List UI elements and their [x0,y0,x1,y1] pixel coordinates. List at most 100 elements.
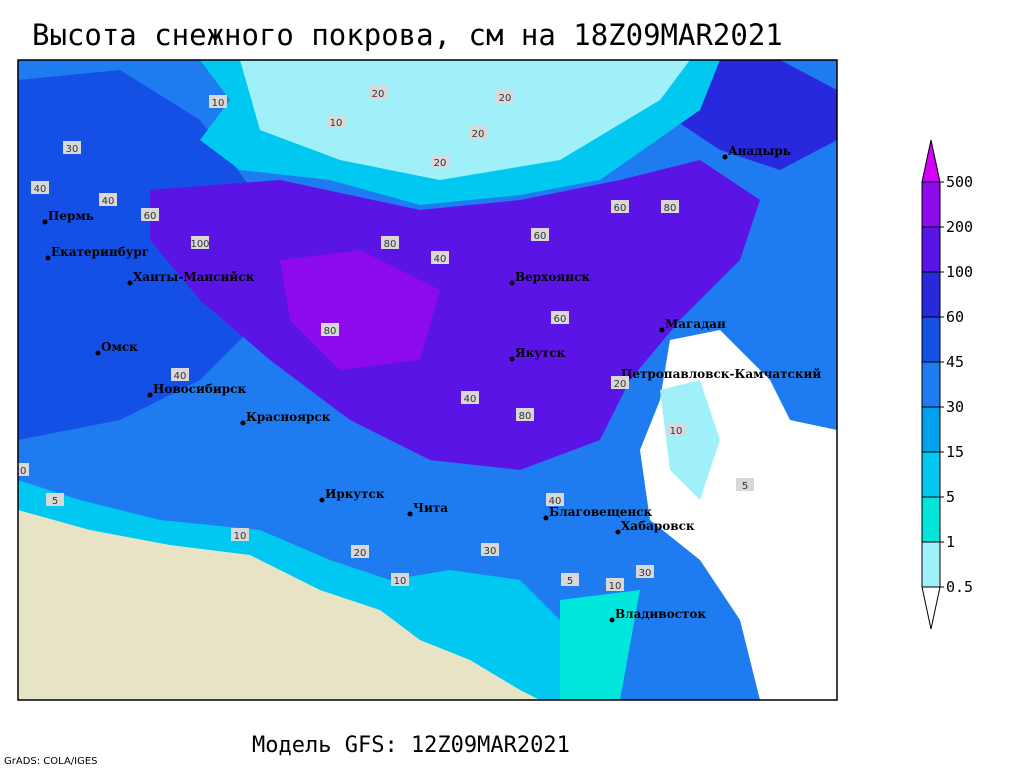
contour-label-text: 100 [190,239,209,250]
contour-label-text: 20 [354,548,367,559]
contour-label: 10 [391,573,409,587]
contour-label-text: 40 [464,394,477,405]
contour-label-bg [469,126,487,139]
contour-label-text: 20 [434,158,447,169]
city-label: Омск [101,340,138,354]
contour-label-text: 40 [434,254,447,265]
contour-label-bg [31,181,49,194]
contour-label: 40 [99,193,117,207]
city-dot [509,356,515,362]
colorbar-label: 100 [946,263,973,281]
contour-label-bg [431,251,449,264]
contour-label: 100 [190,236,210,250]
contour-label-bg [321,323,339,336]
colorbar-swatch [921,181,941,228]
city-dot [147,392,153,398]
contour-label: 20 [369,86,387,100]
colorbar-cap [921,139,941,183]
contour-label-bg [481,543,499,556]
contour-label-text: 60 [554,314,567,325]
contour-label-bg [46,493,64,506]
land [18,510,540,700]
contour-label-bg [667,423,685,436]
city-dot [509,280,515,286]
contour-label: 80 [381,236,399,250]
colorbar-swatch [921,541,941,588]
snow-zone [280,250,440,370]
contour-label-text: 20 [499,93,512,104]
contour-label: 80 [321,323,339,337]
colorbar-swatch [921,271,941,318]
city-label: Анадырь [728,144,791,158]
contour-label-text: 30 [639,568,652,579]
contour-label-text: 20 [614,379,627,390]
colorbar-label: 15 [946,443,964,461]
contour-label-bg [531,228,549,241]
contour-label: 60 [141,208,159,222]
colorbar-swatch [921,451,941,498]
snow-zone [150,160,760,470]
city-label: Магадан [665,317,726,331]
contour-label-bg [561,573,579,586]
contour-label: 10 [606,578,624,592]
contour-label-bg [546,493,564,506]
contour-label: 30 [481,543,499,557]
contour-label-text: 10 [670,426,683,437]
snow-edge [560,590,640,700]
colorbar-label: 5 [946,488,955,506]
contour-label-text: 20 [14,466,27,477]
contour-label-text: 80 [324,326,337,337]
city-label: Красноярск [246,410,331,424]
colorbar-label: 45 [946,353,964,371]
contour-label: 40 [461,391,479,405]
city-dot [609,617,615,623]
city-label: Якутск [515,346,566,360]
contour-label-text: 10 [609,581,622,592]
contour-label-bg [381,236,399,249]
contour-label: 30 [636,565,654,579]
contour-label: 60 [551,311,569,325]
city-label: Чита [413,501,448,515]
contour-label: 10 [231,528,249,542]
contour-label-bg [99,193,117,206]
contour-label-text: 10 [234,531,247,542]
contour-label-text: 5 [742,481,748,492]
colorbar-swatch [921,406,941,453]
contour-label: 60 [531,228,549,242]
city-dot [543,515,549,521]
city-dot [42,219,48,225]
contour-label: 80 [516,408,534,422]
city-dot [45,255,51,261]
city-label: Ханты-Мансийск [133,270,255,284]
contour-label-text: 5 [567,576,573,587]
colorbar-label: 30 [946,398,964,416]
contour-label-text: 60 [144,211,157,222]
contour-label: 30 [63,141,81,155]
credit: GrADS: COLA/IGES [4,756,98,767]
contour-label-text: 30 [484,546,497,557]
contour-label-bg [551,311,569,324]
colorbar-swatch [921,496,941,543]
contour-label-text: 40 [102,196,115,207]
contour-label-text: 60 [614,203,627,214]
contour-label-text: 80 [384,239,397,250]
contour-label-text: 40 [174,371,187,382]
contour-label-text: 10 [330,118,343,129]
contour-label-bg [611,376,629,389]
contour-label-bg [231,528,249,541]
contour-label: 40 [546,493,564,507]
city-label: Верхоянск [515,270,590,284]
contour-label-bg [636,565,654,578]
city-dot [615,529,621,535]
contour-label-bg [171,368,189,381]
city-label: Хабаровск [621,519,695,533]
contour-label: 20 [431,155,449,169]
contour-label: 10 [209,95,227,109]
city-label: Иркутск [325,487,385,501]
city-label: Благовещенск [549,505,653,519]
city-dot [659,327,665,333]
contour-label: 5 [561,573,579,587]
contour-label: 40 [31,181,49,195]
city-dot [127,280,133,286]
